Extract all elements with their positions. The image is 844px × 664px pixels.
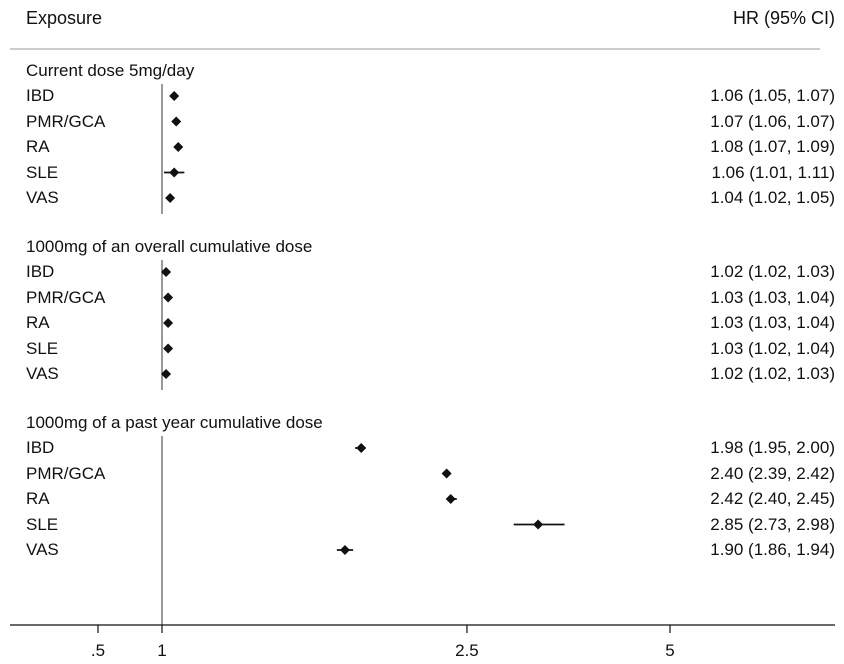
row-label: RA xyxy=(26,489,50,508)
point-estimate-marker xyxy=(533,519,544,530)
point-estimate-marker xyxy=(163,292,174,303)
hr-ci-value: 1.06 (1.05, 1.07) xyxy=(710,86,835,105)
group-title: 1000mg of a past year cumulative dose xyxy=(26,413,323,432)
point-estimate-marker xyxy=(169,91,180,101)
row-label: RA xyxy=(26,137,50,156)
point-estimate-marker xyxy=(356,443,367,453)
row-label: IBD xyxy=(26,262,55,281)
hr-ci-value: 1.90 (1.86, 1.94) xyxy=(710,540,835,559)
hr-ci-value: 2.40 (2.39, 2.42) xyxy=(710,463,835,483)
point-estimate-marker xyxy=(163,343,174,354)
row-label: PMR/GCA xyxy=(26,463,106,483)
hr-ci-value: 1.04 (1.02, 1.05) xyxy=(710,188,835,207)
group-title: 1000mg of an overall cumulative dose xyxy=(26,237,313,256)
point-estimate-marker xyxy=(169,167,180,178)
x-tick-label: 1 xyxy=(157,641,167,660)
row-label: IBD xyxy=(26,86,55,105)
hr-ci-value: 1.03 (1.03, 1.04) xyxy=(710,313,835,332)
row-label: PMR/GCA xyxy=(26,287,106,307)
hr-column-header: HR (95% CI) xyxy=(732,8,835,28)
group-title: Current dose 5mg/day xyxy=(26,61,195,80)
row-label: VAS xyxy=(26,540,59,559)
hr-ci-value: 2.85 (2.73, 2.98) xyxy=(710,514,835,534)
point-estimate-marker xyxy=(163,318,174,328)
point-estimate-marker xyxy=(161,267,172,277)
row-label: VAS xyxy=(26,188,59,207)
hr-ci-value: 1.06 (1.01, 1.11) xyxy=(711,162,836,182)
hr-ci-value: 1.02 (1.02, 1.03) xyxy=(710,364,835,383)
point-estimate-marker xyxy=(171,116,182,127)
row-label: PMR/GCA xyxy=(26,111,106,131)
row-label: IBD xyxy=(26,438,55,457)
row-label: SLE xyxy=(26,162,59,182)
hr-ci-value: 1.07 (1.06, 1.07) xyxy=(710,111,835,131)
hr-ci-value: 2.42 (2.40, 2.45) xyxy=(710,489,835,508)
row-label: SLE xyxy=(26,514,59,534)
hr-ci-value: 1.03 (1.03, 1.04) xyxy=(710,287,835,307)
x-tick-label: 5 xyxy=(665,641,675,660)
point-estimate-marker xyxy=(445,494,456,504)
x-tick-label: .5 xyxy=(90,641,106,660)
point-estimate-marker xyxy=(161,369,172,379)
exposure-column-header: Exposure xyxy=(26,8,103,28)
row-label: VAS xyxy=(26,364,59,383)
hr-ci-value: 1.03 (1.02, 1.04) xyxy=(710,338,835,358)
point-estimate-marker xyxy=(165,193,176,203)
row-label: RA xyxy=(26,313,50,332)
hr-ci-value: 1.02 (1.02, 1.03) xyxy=(710,262,835,281)
point-estimate-marker xyxy=(173,142,184,152)
point-estimate-marker xyxy=(339,545,350,555)
point-estimate-marker xyxy=(441,468,452,479)
hr-ci-value: 1.08 (1.07, 1.09) xyxy=(710,137,835,156)
row-label: SLE xyxy=(26,338,59,358)
x-tick-label: 2.5 xyxy=(455,641,479,660)
hr-ci-value: 1.98 (1.95, 2.00) xyxy=(710,438,835,457)
